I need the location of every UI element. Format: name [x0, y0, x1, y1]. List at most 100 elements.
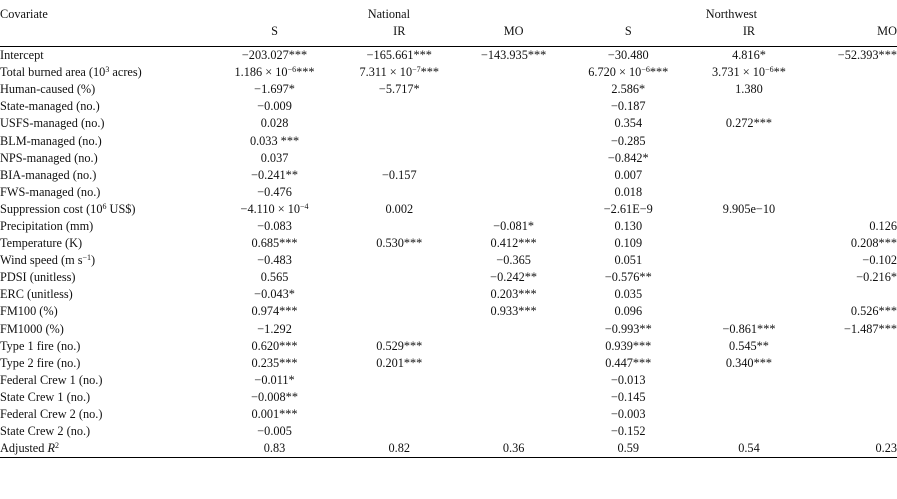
cell-national-s: −0.476 [257, 184, 292, 199]
cell-northwest-ir: 0.54 [690, 440, 808, 459]
cell-national-s: 0.037 [260, 150, 289, 165]
cell-national-s: 0.974*** [251, 304, 298, 319]
cell-northwest-ir: 4.816* [732, 48, 766, 63]
cell-national-ir [337, 372, 461, 389]
col-northwest-mo: MO [807, 23, 897, 47]
group-header-row: Covariate National Northwest [0, 0, 897, 23]
cell-national-mo [462, 321, 566, 338]
cell-northwest-s: −0.842* [607, 150, 649, 165]
cell-northwest-mo [807, 389, 897, 406]
covariate-label: PDSI (unitless) [0, 270, 76, 285]
cell-northwest-mo [807, 115, 897, 132]
northwest-group-header: Northwest [705, 7, 757, 21]
covariate-label: Type 1 fire (no.) [0, 338, 81, 353]
table-row: ERC (unitless) −0.043* 0.203*** 0.035 [0, 286, 897, 303]
cell-national-s: 0.033 *** [249, 133, 300, 148]
covariate-label: Suppression cost (106 US$) [0, 201, 136, 216]
cell-national-mo [462, 150, 566, 167]
cell-northwest-mo: −0.216* [856, 270, 897, 285]
table-row: FWS-managed (no.) −0.476 0.018 [0, 184, 897, 201]
cell-national-ir [337, 132, 461, 149]
cell-national-ir [337, 218, 461, 235]
cell-northwest-mo [807, 132, 897, 149]
covariate-label: State Crew 1 (no.) [0, 389, 91, 404]
cell-northwest-s: 0.59 [565, 440, 691, 459]
cell-national-mo [462, 389, 566, 406]
cell-northwest-s: 0.096 [614, 304, 643, 319]
cell-northwest-ir: 3.731 × 10−6** [712, 65, 786, 80]
table-row: Total burned area (103 acres) 1.186 × 10−… [0, 64, 897, 81]
cell-national-mo [462, 201, 566, 218]
table-row: Human-caused (%) −1.697* −5.717* 2.586* 1.38… [0, 81, 897, 98]
cell-national-ir: 7.311 × 10−7*** [359, 65, 440, 80]
cell-national-mo [462, 406, 566, 423]
table-row: BIA-managed (no.) −0.241** −0.157 0.007 [0, 167, 897, 184]
national-group-header: National [367, 7, 411, 21]
cell-northwest-mo: 0.526*** [850, 304, 897, 319]
cell-northwest-s: 0.007 [614, 167, 643, 182]
cell-northwest-ir [691, 252, 807, 269]
covariate-label: Precipitation (mm) [0, 218, 94, 233]
cell-national-ir [337, 389, 461, 406]
table-row: Suppression cost (106 US$) −4.110 × 10−4 0… [0, 201, 897, 218]
cell-national-s: 0.235*** [251, 355, 298, 370]
cell-national-mo: 0.36 [461, 440, 566, 459]
cell-national-ir [337, 150, 461, 167]
cell-northwest-mo: −0.102 [862, 253, 897, 268]
cell-northwest-mo: 0.208*** [850, 236, 897, 251]
cell-northwest-mo: 0.23 [807, 440, 897, 459]
cell-northwest-s: −0.013 [610, 372, 646, 387]
cell-northwest-ir [691, 389, 807, 406]
cell-national-s: −0.009 [257, 99, 292, 114]
cell-national-mo [462, 423, 566, 440]
table-row: NPS-managed (no.) 0.037 −0.842* [0, 150, 897, 167]
table-row: FM100 (%) 0.974*** 0.933*** 0.096 0.526*** [0, 303, 897, 320]
covariate-label: State Crew 2 (no.) [0, 424, 91, 439]
cell-national-mo [462, 64, 566, 81]
covariate-label: Adjusted R2 [0, 440, 212, 459]
cell-northwest-s: −0.145 [610, 389, 646, 404]
cell-northwest-s: 6.720 × 10−6*** [588, 65, 669, 80]
covariate-label: FWS-managed (no.) [0, 184, 101, 199]
table-row: State Crew 1 (no.) −0.008** −0.145 [0, 389, 897, 406]
table-row: Temperature (K) 0.685*** 0.530*** 0.412*** 0… [0, 235, 897, 252]
cell-national-mo: −0.365 [496, 253, 531, 268]
cell-national-mo: −0.242** [490, 270, 538, 285]
cell-northwest-s: −0.152 [610, 424, 646, 439]
cell-northwest-ir [691, 406, 807, 423]
cell-northwest-mo: −1.487*** [843, 321, 897, 336]
cell-northwest-ir [691, 167, 807, 184]
cell-national-ir: 0.82 [337, 440, 462, 459]
cell-national-ir [337, 98, 461, 115]
covariate-header: Covariate [0, 7, 48, 21]
cell-northwest-mo [807, 184, 897, 201]
cell-northwest-s: −0.187 [610, 99, 646, 114]
cell-national-s: −0.241** [251, 167, 298, 182]
covariate-label: FM1000 (%) [0, 321, 64, 336]
table-row: PDSI (unitless) 0.565 −0.242** −0.576** −0.2… [0, 269, 897, 286]
covariate-label: NPS-managed (no.) [0, 150, 98, 165]
cell-national-mo: 0.203*** [490, 287, 537, 302]
cell-northwest-ir [691, 150, 807, 167]
table-row: State Crew 2 (no.) −0.005 −0.152 [0, 423, 897, 440]
covariate-label: BIA-managed (no.) [0, 167, 97, 182]
cell-national-ir [337, 303, 461, 320]
table-row: Intercept −203.027*** −165.661*** −143.935*… [0, 47, 897, 65]
covariate-label: BLM-managed (no.) [0, 133, 102, 148]
cell-national-mo [462, 355, 566, 372]
cell-national-s: −0.083 [257, 218, 292, 233]
cell-northwest-s: 0.939*** [605, 338, 652, 353]
cell-national-mo [462, 184, 566, 201]
table-row: State-managed (no.) −0.009 −0.187 [0, 98, 897, 115]
cell-national-ir: 0.002 [385, 201, 414, 216]
cell-northwest-ir: 0.272*** [725, 116, 773, 131]
cell-northwest-mo: 0.126 [869, 218, 897, 233]
cell-national-mo [462, 372, 566, 389]
cell-national-mo [462, 132, 566, 149]
covariate-label: Federal Crew 1 (no.) [0, 372, 103, 387]
covariate-label: Wind speed (m s−1) [0, 253, 96, 268]
col-northwest-s: S [565, 23, 691, 47]
cell-northwest-mo [807, 286, 897, 303]
cell-national-s: −0.005 [257, 424, 292, 439]
cell-national-s: 0.001*** [251, 407, 298, 422]
